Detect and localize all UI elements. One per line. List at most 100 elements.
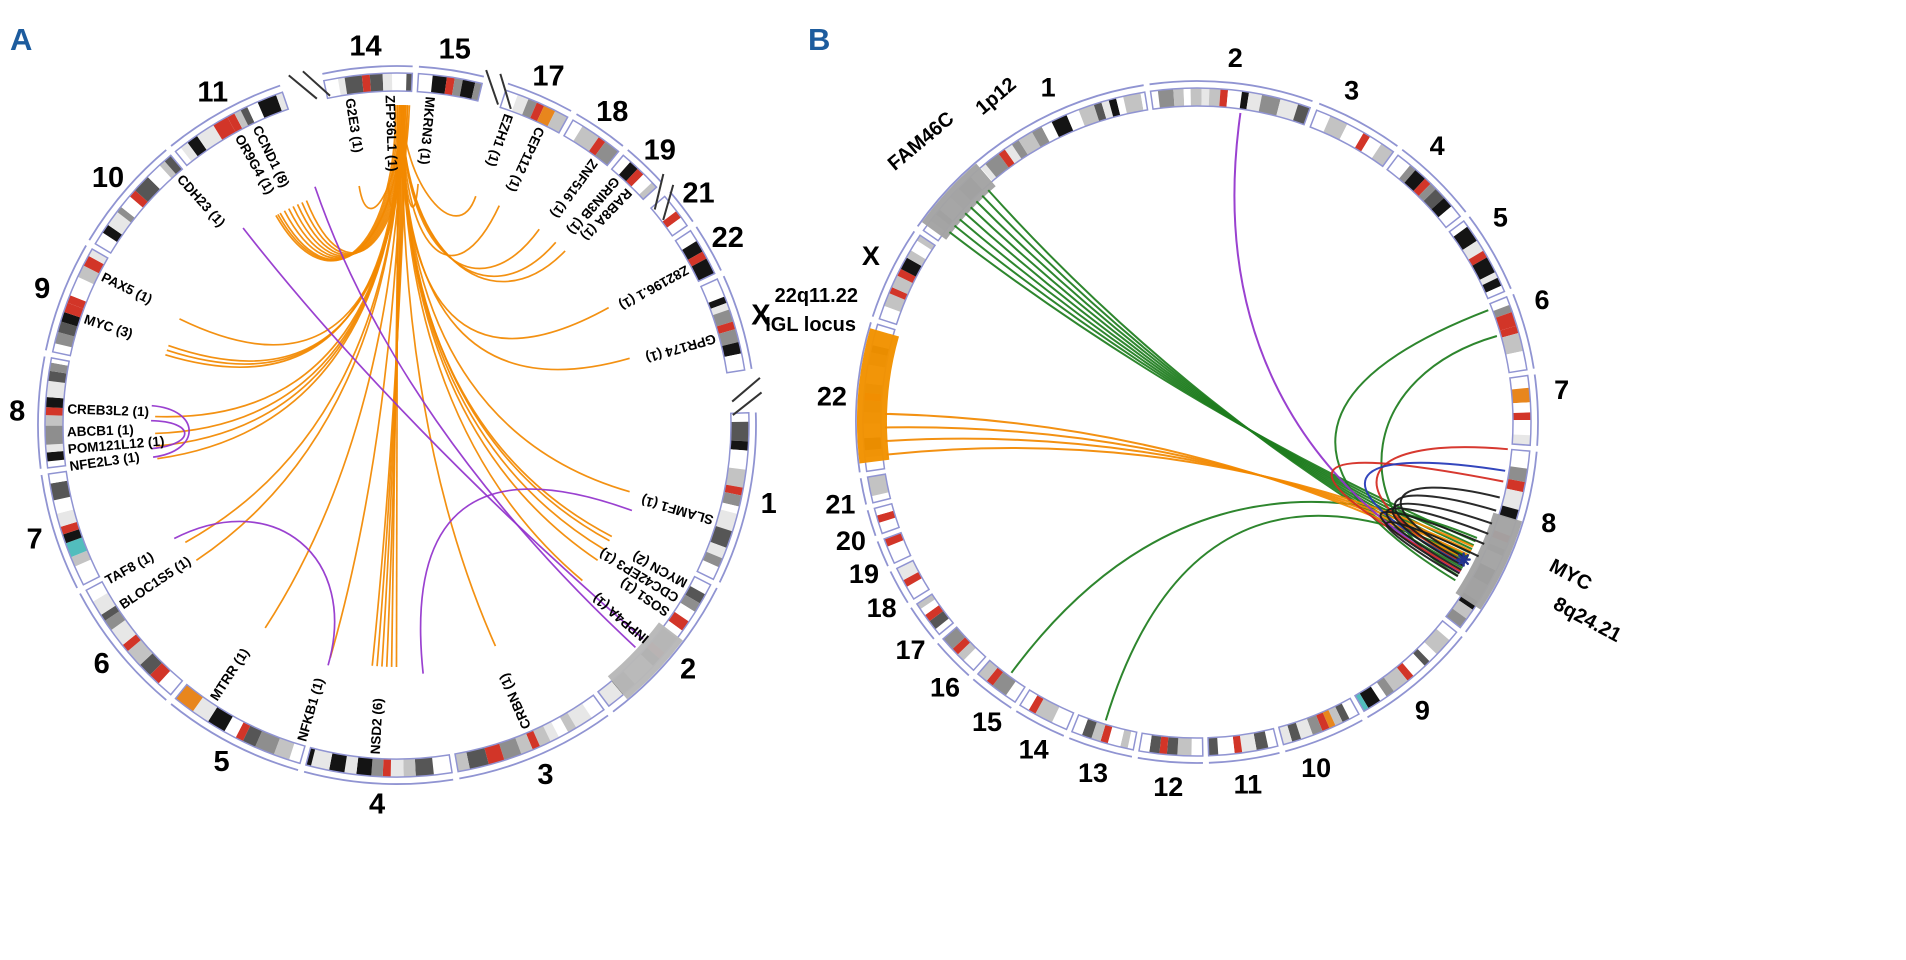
ideogram-band (1479, 271, 1499, 286)
ideogram-band (1370, 682, 1387, 702)
ideogram-band (46, 380, 66, 399)
ideogram-band (369, 73, 384, 93)
gene-label-ABCB1: ABCB1 (1) (67, 422, 134, 439)
ideogram-band (77, 265, 100, 285)
chromosome-number-3: 3 (1344, 75, 1359, 105)
chromosome-number-4: 4 (1430, 131, 1445, 161)
link-orange-MTRR (264, 105, 404, 629)
ideogram-band (1287, 722, 1302, 743)
break-mark (653, 173, 665, 210)
ideogram-band (213, 116, 236, 141)
annotation-1p12: 1p12 (972, 73, 1021, 119)
ideogram-band (667, 611, 689, 631)
chromosome-number-2: 2 (680, 653, 696, 685)
ideogram-band (1120, 729, 1132, 749)
panel-A: CDH23 (1)CCND1 (8)OR9G4 (1)G2E3 (1) ZFP36… (9, 30, 777, 820)
chromosome-1 (696, 411, 757, 583)
ideogram-outline (304, 746, 453, 778)
ideogram-band (1359, 686, 1381, 709)
ideogram-band (1423, 188, 1445, 210)
ideogram-band (1431, 197, 1452, 218)
panel-b-label: B (808, 22, 831, 57)
ideogram-band (662, 210, 682, 228)
ideogram-band (1020, 689, 1038, 711)
ideogram-band (1449, 220, 1468, 237)
ideogram-band (100, 605, 120, 622)
chromosome-number-15: 15 (439, 33, 471, 65)
ideogram-band (1452, 599, 1474, 619)
ideogram-band (417, 73, 433, 93)
ideogram-band (986, 667, 1004, 686)
ideogram-band (240, 106, 255, 126)
ideogram-band (888, 286, 908, 301)
ideogram-band (536, 105, 556, 127)
ideogram-band (49, 362, 69, 374)
ideogram-band (1276, 98, 1299, 121)
chromosome-guide-arc (322, 65, 413, 75)
ideogram-outline (1386, 154, 1462, 229)
ideogram-band (662, 620, 683, 639)
ideogram-band (712, 309, 734, 327)
ideogram-band (871, 492, 891, 503)
chromosome-ring (855, 80, 1539, 764)
link-black (1385, 521, 1480, 578)
ideogram-band (689, 576, 711, 595)
ideogram-band (83, 255, 105, 274)
ideogram-band (1226, 89, 1243, 109)
ideogram-band (529, 102, 545, 122)
chromosome-guide-arc (859, 478, 868, 505)
link-orange-MYC (168, 105, 406, 362)
ideogram-band (724, 484, 744, 496)
ideogram-band (1334, 703, 1350, 723)
ideogram-band (149, 662, 171, 684)
ideogram-band (337, 76, 348, 96)
panel-B: 12345678910111213141516171819202122XFAM4… (765, 43, 1625, 802)
ideogram-band (547, 110, 568, 133)
chromosome-guide-arc (1149, 80, 1313, 103)
chromosome-9 (44, 245, 109, 357)
ideogram-outline (85, 580, 184, 696)
chromosome-7 (40, 470, 101, 589)
ideogram-outline (562, 119, 620, 167)
ideogram-band (451, 77, 463, 97)
ideogram-band (707, 296, 728, 309)
ideogram-band (1413, 178, 1431, 197)
chromosome-9 (1353, 619, 1463, 719)
ideogram-band (242, 725, 263, 748)
chromosome-number-10: 10 (92, 162, 124, 194)
ideogram-band (432, 754, 453, 776)
gene-label-PAX5: PAX5 (1) (99, 270, 155, 307)
chromosome-number-19: 19 (644, 135, 676, 167)
ideogram-band (1139, 733, 1152, 753)
ideogram-band (344, 74, 364, 95)
ideogram-outline (416, 72, 484, 102)
ideogram-band (720, 502, 740, 514)
panel-a-label: A (10, 22, 33, 57)
ideogram-band (60, 311, 81, 327)
ideogram-band (702, 551, 723, 568)
chromosome-guide-arc (37, 356, 46, 469)
ideogram-band (1512, 434, 1531, 446)
ideogram-band (1295, 718, 1313, 740)
link-black (1393, 494, 1497, 564)
ideogram-band (187, 135, 207, 157)
chromosome-guide-arc (418, 65, 485, 78)
chromosome-guide-arc (1137, 756, 1203, 764)
gene-label-EZH1: EZH1 (1) (484, 112, 516, 169)
ideogram-band (47, 370, 67, 384)
ideogram-band (1149, 734, 1162, 754)
link-orange-BLOC1S5 (195, 105, 404, 562)
chromosome-number-14: 14 (1019, 735, 1049, 765)
ideogram-band (69, 276, 95, 302)
ideogram-band (1107, 726, 1125, 748)
ideogram-band (1341, 698, 1359, 720)
ideogram-outline (44, 356, 71, 469)
ideogram-band (697, 560, 719, 580)
ideogram-outline (976, 659, 1026, 704)
ideogram-band (867, 474, 889, 497)
ideogram-band (588, 136, 606, 156)
chromosome-2 (1149, 80, 1313, 126)
ideogram-outline (941, 626, 987, 672)
ideogram-band (344, 755, 359, 775)
ideogram-band (1418, 183, 1437, 202)
